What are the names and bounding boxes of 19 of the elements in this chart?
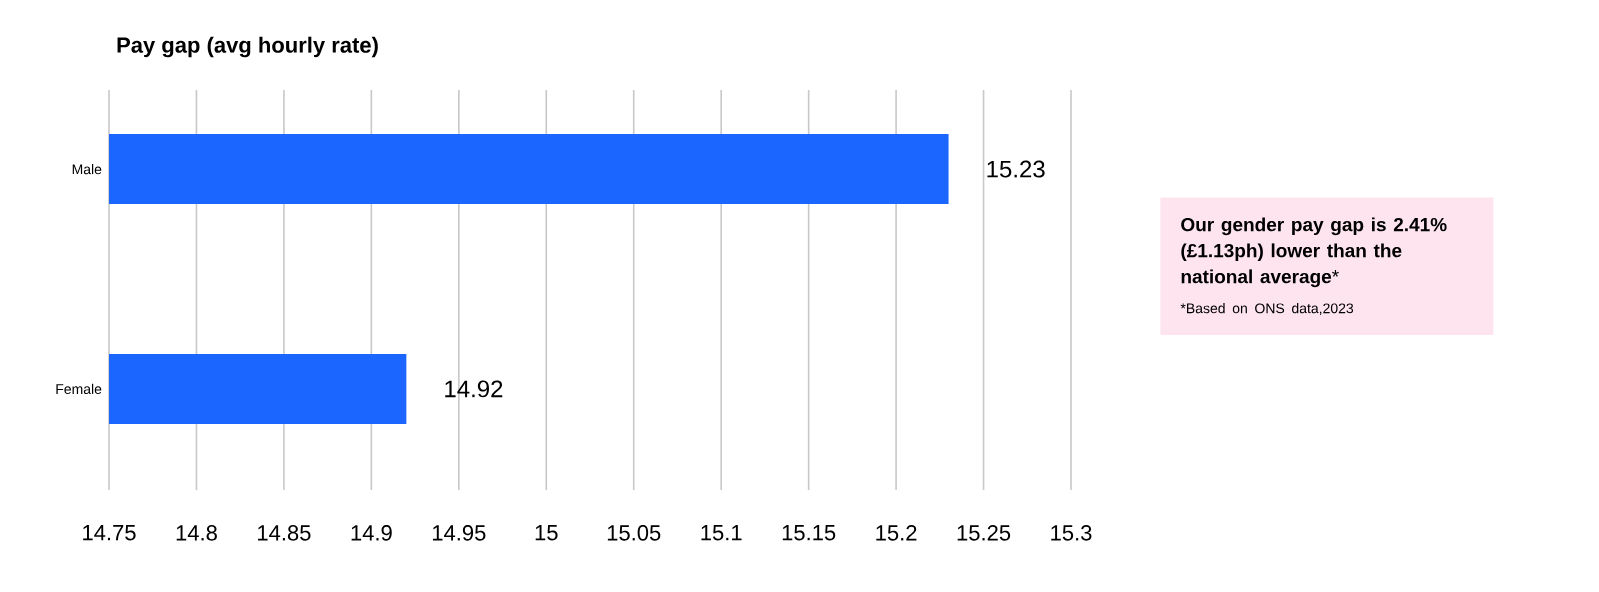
y-tick-label: Male (72, 163, 102, 175)
x-tick-label: 14.85 (258, 525, 311, 541)
x-tick-label: 15 (535, 525, 558, 541)
data-label: 14.92 (445, 380, 503, 398)
text: Our gender pay gap is 2.41% (£1.13ph) lower than the national average* (1181, 217, 1447, 288)
data-label: 15.23 (987, 160, 1045, 178)
x-tick-label: 15.2 (876, 525, 917, 541)
x-tick-label: 14.75 (83, 525, 136, 541)
x-tick-label: 14.8 (176, 525, 217, 541)
chart-title: Pay gap (avg hourly rate) (117, 36, 378, 58)
x-tick-label: 14.95 (432, 525, 486, 541)
x-tick-label: 14.9 (351, 525, 392, 541)
x-tick-label: 15.3 (1051, 525, 1092, 541)
x-tick-label: 15.25 (957, 525, 1011, 541)
x-tick-label: 15.15 (782, 525, 836, 541)
x-tick-label: 15.1 (701, 525, 742, 541)
x-tick-label: 15.05 (607, 525, 661, 541)
y-tick-label: Female (56, 383, 102, 395)
text: *Based on ONS data,2023 (1180, 303, 1354, 315)
